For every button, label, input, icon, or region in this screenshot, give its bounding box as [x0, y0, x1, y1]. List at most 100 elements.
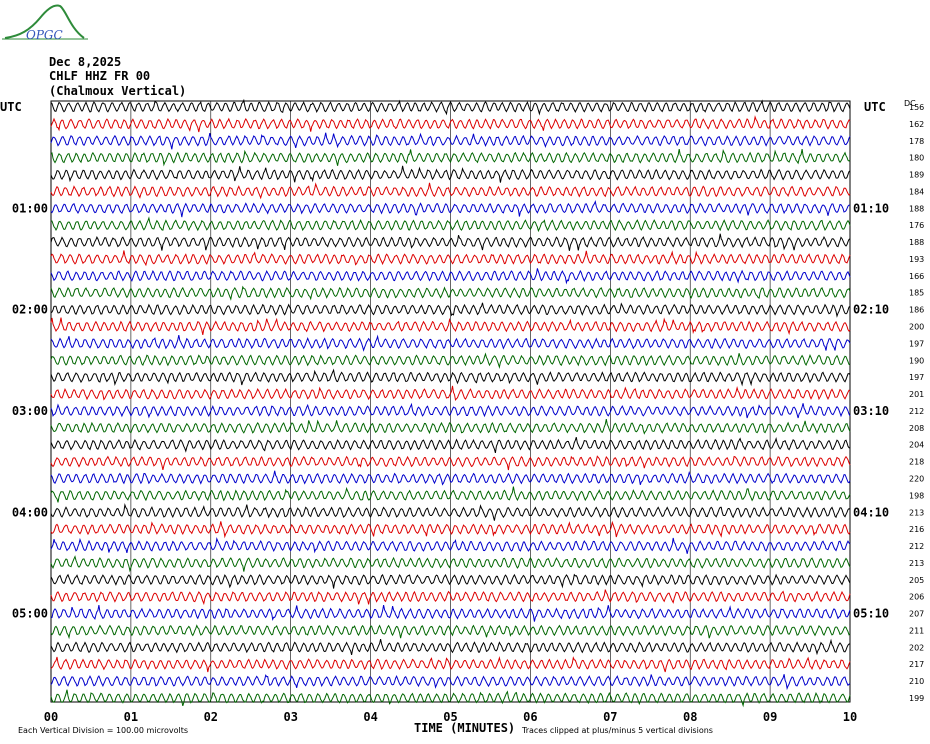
dc-offset-label: 212: [909, 542, 924, 551]
left-time-label: 05:00: [12, 607, 48, 621]
time-labels: 01:00 02:00 03:00 04:00 05:00 01:10 02:10 03:10…: [12, 201, 889, 620]
seismic-trace-row: [50, 419, 851, 435]
x-tick-label: 06: [523, 710, 537, 724]
dc-offset-label: 199: [909, 694, 924, 703]
seismic-trace-row: [50, 250, 851, 267]
dc-offset-label: 176: [909, 221, 924, 230]
seismic-trace-row: [50, 199, 850, 218]
seismic-trace-row: [50, 536, 851, 554]
dc-offset-label: 213: [909, 559, 924, 568]
header-station: CHLF HHZ FR 00: [49, 69, 151, 83]
seismic-trace-row: [50, 132, 851, 150]
right-time-label: 02:10: [853, 303, 889, 317]
seismic-trace-row: [50, 233, 851, 251]
x-tick-label: 01: [124, 710, 138, 724]
seismic-trace-row: [50, 573, 851, 589]
dc-offset-label: 180: [909, 154, 924, 163]
seismic-trace-row: [50, 520, 851, 539]
seismic-trace-row: [50, 470, 851, 486]
dc-offset-label: 204: [909, 441, 924, 450]
dc-offset-label: 202: [909, 643, 924, 652]
seismic-trace-row: [50, 302, 851, 318]
seismic-trace-row: [50, 285, 851, 301]
seismic-trace-row: [50, 656, 851, 673]
header-date: Dec 8,2025: [49, 55, 122, 69]
dc-offset-label: 185: [909, 289, 924, 298]
right-utc-label: UTC: [864, 100, 886, 114]
seismic-trace-row: [50, 352, 851, 370]
dc-offset-label: 207: [909, 610, 924, 619]
chart-grid: [50, 100, 851, 703]
seismic-trace-row: [50, 115, 851, 133]
left-utc-label: UTC: [0, 100, 22, 114]
seismic-trace-row: [50, 436, 851, 454]
x-tick-label: 07: [603, 710, 617, 724]
seismic-trace-row: [50, 624, 851, 640]
dc-offset-label: 189: [909, 171, 924, 180]
dc-offset-label: 188: [909, 238, 924, 247]
dc-offset-label: 156: [909, 103, 924, 112]
dc-offset-label: 205: [909, 576, 924, 585]
x-tick-label: 09: [763, 710, 777, 724]
dc-offset-label: 198: [909, 491, 924, 500]
scale-note: Each Vertical Division = 100.00 microvol…: [18, 726, 189, 735]
x-axis-label: TIME (MINUTES): [414, 721, 515, 735]
seismic-trace-row: [50, 317, 851, 336]
seismic-trace-row: [50, 638, 851, 656]
dc-offset-label: 188: [909, 204, 924, 213]
seismic-trace-row: [50, 368, 851, 387]
seismic-trace-row: [50, 689, 851, 708]
dc-offset-label: 212: [909, 407, 924, 416]
dc-offset-labels: 156 162 178 180 189 184 188 176 188 193 166 185 186 2…: [909, 103, 924, 703]
dc-offset-label: 162: [909, 120, 924, 129]
dc-offset-label: 208: [909, 424, 924, 433]
dc-offset-label: 186: [909, 306, 924, 315]
x-axis-ticks: 00 01 02 03 04 05 06 07 08 09 10: [44, 710, 857, 724]
dc-offset-label: 193: [909, 255, 924, 264]
dc-offset-label: 206: [909, 593, 924, 602]
left-time-label: 02:00: [12, 303, 48, 317]
right-time-label: 05:10: [853, 607, 889, 621]
right-col-header: DC: [904, 99, 916, 108]
dc-offset-label: 218: [909, 458, 924, 467]
seismic-trace-row: [50, 605, 851, 622]
right-time-label: 04:10: [853, 505, 889, 519]
right-time-label: 03:10: [853, 404, 889, 418]
x-tick-label: 05: [443, 710, 457, 724]
dc-offset-label: 220: [909, 474, 924, 483]
x-tick-label: 02: [204, 710, 218, 724]
right-time-label: 01:10: [853, 201, 889, 215]
seismic-trace-row: [50, 334, 851, 352]
seismic-trace-row: [50, 165, 851, 183]
seismic-trace-row: [50, 486, 851, 503]
x-tick-label: 04: [363, 710, 377, 724]
seismic-trace-row: [50, 98, 851, 116]
dc-offset-label: 166: [909, 272, 924, 281]
seismic-trace-row: [50, 182, 851, 200]
seismic-trace-row: [50, 674, 851, 691]
seismic-trace-row: [50, 385, 851, 402]
seismic-trace-row: [50, 268, 851, 285]
seismic-trace-row: [50, 455, 851, 471]
dc-offset-label: 190: [909, 356, 924, 365]
dc-offset-label: 197: [909, 373, 924, 382]
clip-note: Traces clipped at plus/minus 5 vertical …: [522, 726, 713, 735]
dc-offset-label: 178: [909, 137, 924, 146]
seismic-trace-row: [50, 402, 851, 419]
x-tick-label: 08: [683, 710, 697, 724]
x-tick-label: 03: [283, 710, 297, 724]
dc-offset-label: 210: [909, 677, 924, 686]
logo-mountain-icon: [4, 4, 85, 39]
header-location: (Chalmoux Vertical): [49, 84, 187, 98]
dc-offset-label: 201: [909, 390, 924, 399]
seismic-trace-row: [50, 148, 851, 167]
seismic-trace-row: [50, 503, 851, 521]
dc-offset-label: 216: [909, 525, 924, 534]
left-time-label: 04:00: [12, 505, 48, 519]
left-time-label: 03:00: [12, 404, 48, 418]
dc-offset-label: 213: [909, 508, 924, 517]
dc-offset-label: 217: [909, 660, 924, 669]
left-time-label: 01:00: [12, 201, 48, 215]
chart-traces: [50, 98, 851, 708]
